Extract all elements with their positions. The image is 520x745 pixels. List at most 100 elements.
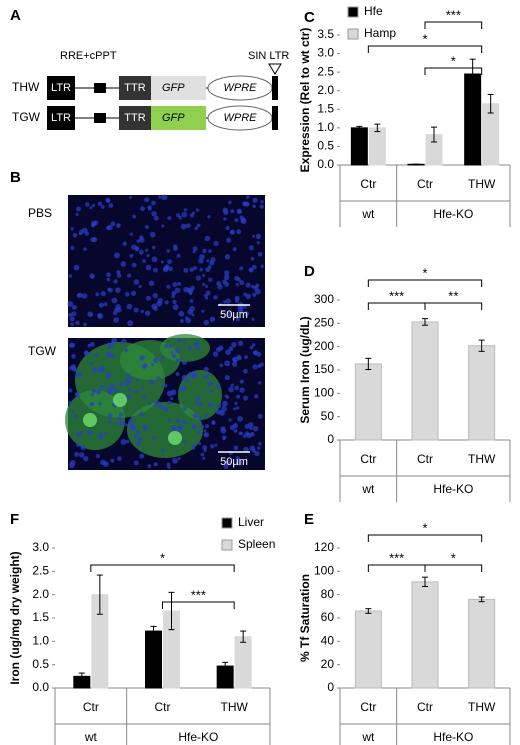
nucleus xyxy=(198,258,204,264)
nucleus xyxy=(196,223,201,228)
nucleus xyxy=(133,460,139,466)
y-tick-label: 0.0 xyxy=(317,157,334,171)
nucleus xyxy=(191,313,195,317)
nucleus xyxy=(139,235,144,240)
x-tick-label: Ctr xyxy=(417,177,433,191)
nucleus xyxy=(120,438,127,445)
nucleus xyxy=(249,426,253,431)
nucleus xyxy=(223,274,230,281)
nucleus xyxy=(153,462,158,467)
nucleus xyxy=(117,456,122,462)
nucleus xyxy=(144,197,150,203)
nucleus xyxy=(113,252,120,259)
nucleus xyxy=(180,223,187,230)
significance-bracket xyxy=(424,21,483,29)
nucleus xyxy=(139,355,145,361)
nucleus xyxy=(226,310,232,317)
x-tick-label: Ctr xyxy=(83,700,99,714)
y-tick-label: 0.5 xyxy=(317,139,334,153)
nucleus xyxy=(147,464,152,469)
nucleus xyxy=(129,253,134,258)
y-tick-label: 200 xyxy=(314,339,334,353)
significance-bracket xyxy=(367,534,483,542)
nucleus xyxy=(177,282,181,286)
y-tick-label: 0 xyxy=(327,680,334,694)
nucleus xyxy=(84,350,89,355)
nucleus xyxy=(221,400,228,407)
nucleus xyxy=(129,424,135,431)
bar xyxy=(411,321,439,441)
nucleus xyxy=(105,372,112,379)
nucleus xyxy=(127,388,132,392)
nucleus xyxy=(224,270,230,276)
error-bar xyxy=(478,596,485,603)
nucleus xyxy=(91,223,96,228)
nucleus xyxy=(90,392,94,397)
nucleus xyxy=(81,293,88,299)
nucleus xyxy=(203,432,210,438)
nucleus xyxy=(200,452,205,457)
nucleus xyxy=(189,292,193,296)
nucleus xyxy=(251,264,257,270)
nucleus xyxy=(134,390,139,394)
nucleus xyxy=(176,426,182,433)
nucleus xyxy=(236,277,241,282)
y-tick-label: 3.0 xyxy=(317,46,334,60)
nucleus xyxy=(192,246,198,252)
nucleus xyxy=(214,443,218,447)
nucleus xyxy=(199,267,204,272)
nucleus xyxy=(191,371,198,378)
y-tick-label: 2.5 xyxy=(317,64,334,78)
x-tick-label: Ctr xyxy=(360,452,376,466)
bar xyxy=(411,581,439,689)
nucleus xyxy=(160,260,164,264)
nucleus xyxy=(122,241,127,246)
nucleus xyxy=(111,297,118,304)
nucleus xyxy=(138,249,144,255)
y-tick-label: 0.5 xyxy=(32,657,49,671)
error-bar xyxy=(240,630,247,643)
nucleus xyxy=(120,261,127,267)
y-tick-label: 100 xyxy=(314,386,334,400)
nucleus xyxy=(258,441,262,446)
nucleus xyxy=(124,423,128,427)
nucleus xyxy=(205,424,210,429)
nucleus xyxy=(257,381,262,385)
y-tick-label: 150 xyxy=(314,362,334,376)
error-bar xyxy=(374,123,381,133)
nucleus xyxy=(220,427,227,434)
nucleus xyxy=(234,385,240,391)
nucleus xyxy=(152,292,158,299)
nucleus xyxy=(182,439,187,444)
nucleus xyxy=(219,363,223,368)
significance-bracket xyxy=(424,564,483,572)
y-tick-label: 250 xyxy=(314,316,334,330)
error-bar xyxy=(356,125,363,130)
nucleus xyxy=(259,362,264,367)
nucleus xyxy=(213,295,218,300)
nucleus xyxy=(230,209,235,214)
nucleus xyxy=(194,400,199,405)
nucleus xyxy=(252,204,256,209)
fluorescence xyxy=(168,431,182,445)
nucleus xyxy=(203,366,209,372)
nucleus xyxy=(113,317,119,323)
fluorescence xyxy=(160,334,210,362)
x-tick-label: Ctr xyxy=(360,700,376,714)
nucleus xyxy=(223,300,227,304)
y-tick-label: 100 xyxy=(314,564,334,578)
box xyxy=(94,113,106,123)
nucleus xyxy=(152,435,156,440)
nucleus xyxy=(207,215,211,219)
nucleus xyxy=(78,232,82,236)
construct: TGW LTR TTR GFP WPRE xyxy=(12,105,278,131)
error-bar xyxy=(96,574,103,615)
nucleus xyxy=(228,200,232,205)
nucleus xyxy=(156,300,163,307)
y-tick-label: 2.0 xyxy=(32,587,49,601)
panel-letter: C xyxy=(304,9,315,26)
nucleus xyxy=(254,288,261,295)
x-tick-label: THW xyxy=(221,700,249,714)
nucleus xyxy=(260,264,264,268)
group-label: Hfe-KO xyxy=(178,730,218,744)
